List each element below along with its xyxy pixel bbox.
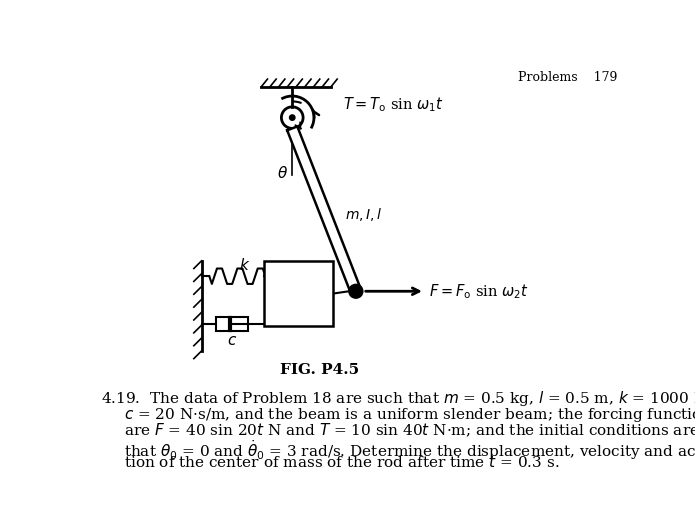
Text: $c$ = 20 N$\cdot$s/m, and the beam is a uniform slender beam; the forcing functi: $c$ = 20 N$\cdot$s/m, and the beam is a … xyxy=(124,406,695,424)
Text: $F = F_{\rm o}$ sin $\omega_2 t$: $F = F_{\rm o}$ sin $\omega_2 t$ xyxy=(430,282,530,300)
Text: $m, I, l$: $m, I, l$ xyxy=(345,206,382,223)
Text: Problems    179: Problems 179 xyxy=(518,71,618,84)
Text: $c$: $c$ xyxy=(227,334,238,348)
Text: $T = T_{\rm o}$ sin $\omega_1 t$: $T = T_{\rm o}$ sin $\omega_1 t$ xyxy=(343,95,443,114)
Text: that $\theta_0$ = 0 and $\dot{\theta}_0$ = 3 rad/s. Determine the displacement, : that $\theta_0$ = 0 and $\dot{\theta}_0$… xyxy=(124,438,695,462)
Circle shape xyxy=(349,284,363,298)
Text: FIG. P4.5: FIG. P4.5 xyxy=(280,363,359,377)
Circle shape xyxy=(290,115,295,120)
Text: 4.19.  The data of Problem 18 are such that $m$ = 0.5 kg, $l$ = 0.5 m, $k$ = 100: 4.19. The data of Problem 18 are such th… xyxy=(101,390,695,408)
Text: $\theta$: $\theta$ xyxy=(277,165,288,181)
Text: $k$: $k$ xyxy=(239,257,251,274)
Bar xyxy=(215,317,248,331)
Polygon shape xyxy=(287,126,361,293)
Text: are $F$ = 40 sin 20$t$ N and $T$ = 10 sin 40$t$ N$\cdot$m; and the initial condi: are $F$ = 40 sin 20$t$ N and $T$ = 10 si… xyxy=(124,422,695,439)
Text: tion of the center of mass of the rod after time $t$ = 0.3 s.: tion of the center of mass of the rod af… xyxy=(124,454,559,470)
Bar xyxy=(263,261,334,326)
